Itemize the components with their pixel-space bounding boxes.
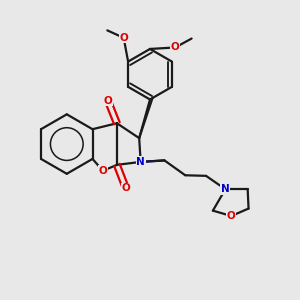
Text: O: O (122, 183, 130, 193)
Text: N: N (136, 157, 145, 167)
Text: O: O (119, 33, 128, 43)
Text: O: O (227, 211, 236, 221)
Text: O: O (171, 43, 180, 52)
Text: N: N (221, 184, 230, 194)
Text: O: O (98, 166, 107, 176)
Text: O: O (103, 96, 112, 106)
